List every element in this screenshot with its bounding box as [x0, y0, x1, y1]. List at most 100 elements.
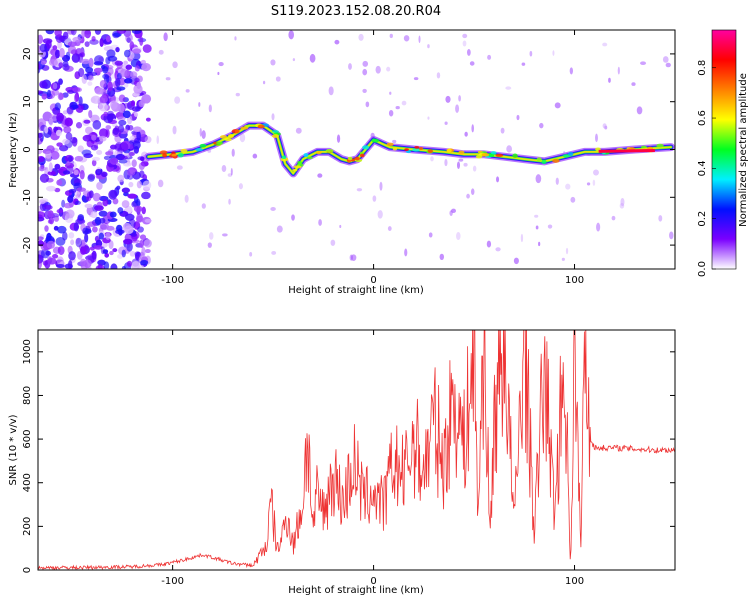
noise-speck: [271, 113, 275, 121]
trace-blob: [281, 155, 287, 160]
noise-speck: [47, 170, 57, 176]
noise-speck: [47, 257, 57, 265]
trace-blob: [257, 124, 265, 129]
trace-blob: [292, 168, 298, 172]
trace-blob: [199, 143, 207, 148]
noise-speck: [105, 125, 112, 130]
noise-speck: [137, 226, 144, 233]
noise-speck: [596, 222, 601, 232]
noise-speck: [592, 179, 596, 186]
noise-speck: [118, 228, 123, 236]
trace-blob: [458, 150, 465, 155]
noise-speck: [55, 129, 62, 137]
noise-speck: [67, 195, 74, 203]
noise-speck: [45, 30, 55, 35]
noise-speck: [86, 191, 92, 199]
noise-speck: [139, 156, 145, 162]
noise-speck: [81, 30, 86, 38]
noise-speck: [100, 246, 106, 255]
noise-speck: [57, 40, 62, 49]
noise-speck: [38, 236, 44, 241]
noise-speck: [455, 104, 460, 113]
noise-speck: [95, 168, 102, 176]
trace-blob: [240, 126, 249, 130]
noise-speck: [136, 213, 143, 223]
noise-speck: [112, 248, 118, 253]
noise-speck: [40, 248, 50, 259]
noise-speck: [249, 252, 253, 257]
noise-speck: [222, 233, 228, 237]
noise-speck: [68, 251, 76, 261]
noise-speck: [418, 35, 421, 43]
noise-speck: [135, 106, 140, 111]
noise-speck: [101, 171, 108, 177]
noise-speck: [144, 249, 151, 254]
noise-speck: [119, 142, 129, 152]
noise-speck: [262, 80, 266, 85]
noise-speck: [136, 198, 141, 207]
noise-speck: [123, 162, 132, 167]
noise-speck: [87, 81, 93, 86]
noise-speck: [66, 106, 74, 115]
noise-speck: [39, 166, 45, 172]
noise-speck: [129, 71, 138, 78]
snr-y-ticks: 0 200 400 600 800 1000: [22, 339, 675, 573]
noise-speck: [413, 77, 419, 81]
noise-speck: [102, 199, 109, 207]
noise-speck: [118, 159, 128, 164]
noise-speck: [120, 68, 128, 78]
noise-speck: [328, 86, 334, 96]
noise-speck: [130, 100, 136, 107]
noise-speck: [80, 246, 87, 255]
noise-speck: [68, 188, 77, 194]
noise-speck: [462, 33, 468, 39]
noise-speck: [230, 167, 233, 176]
noise-speck: [65, 209, 75, 219]
noise-speck: [107, 67, 114, 75]
noise-speck: [98, 102, 109, 112]
noise-speck: [372, 195, 377, 202]
noise-speck: [56, 142, 63, 147]
noise-speck: [463, 162, 468, 167]
noise-speck: [174, 96, 181, 104]
noise-speck: [444, 158, 448, 167]
trace-blob: [386, 142, 394, 147]
noise-speck: [136, 81, 142, 89]
noise-speck: [62, 138, 70, 145]
noise-speck: [84, 233, 89, 243]
noise-speck: [228, 198, 231, 205]
noise-speck: [58, 145, 69, 152]
noise-speck: [133, 112, 139, 117]
noise-speck: [103, 111, 108, 117]
noise-speck: [122, 110, 131, 119]
noise-speck: [145, 117, 151, 122]
noise-speck: [141, 63, 151, 72]
noise-speck: [139, 234, 147, 241]
noise-speck: [270, 207, 276, 211]
noise-speck: [234, 36, 237, 41]
noise-speck: [99, 95, 108, 104]
noise-speck: [56, 179, 63, 186]
noise-speck: [89, 39, 99, 45]
colorbar-tick-label: 0.4: [697, 160, 708, 176]
trace-blob: [215, 141, 224, 145]
noise-speck: [67, 41, 78, 47]
noise-speck: [140, 260, 149, 265]
noise-speck: [389, 91, 392, 95]
noise-speck: [92, 192, 101, 202]
y-tick-label: -20: [22, 237, 33, 253]
noise-speck: [358, 33, 364, 41]
trace-blob: [306, 156, 313, 160]
noise-speck: [56, 263, 65, 269]
noise-speck: [94, 205, 104, 211]
noise-speck: [103, 261, 110, 269]
snr-x-ticks: -100 0 100: [161, 330, 584, 587]
noise-speck: [54, 102, 62, 111]
snr-y-label: SNR (10 * v/v): [8, 414, 19, 485]
noise-speck: [535, 174, 542, 184]
noise-speck: [207, 242, 212, 248]
noise-speck: [156, 135, 160, 145]
noise-speck: [74, 155, 84, 162]
noise-speck: [73, 169, 79, 176]
noise-speck: [595, 133, 598, 143]
